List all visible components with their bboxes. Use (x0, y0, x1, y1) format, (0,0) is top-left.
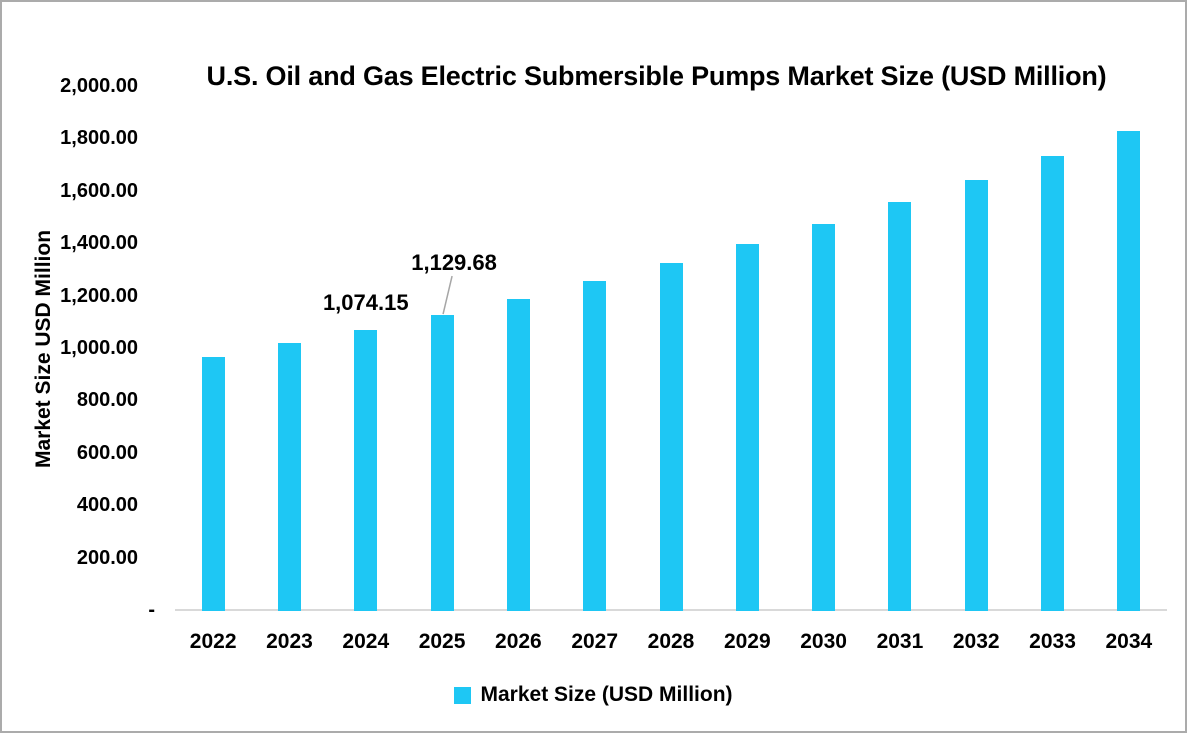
data-label-2024: 1,074.15 (322, 289, 409, 315)
x-tick-label-2030: 2030 (800, 630, 847, 653)
bar-2032 (964, 179, 988, 611)
x-tick-label-2029: 2029 (723, 630, 771, 653)
bar-2028 (659, 263, 683, 611)
legend-swatch-icon (454, 686, 472, 704)
bar-2030 (812, 223, 836, 611)
chart-title: U.S. Oil and Gas Electric Submersible Pu… (206, 61, 1107, 91)
data-label-2025: 1,129.68 (411, 250, 497, 276)
x-tick-label-2033: 2033 (1029, 630, 1076, 653)
y-tick-label: 1,800.00 (60, 127, 138, 150)
y-tick-label: - (148, 599, 155, 621)
bar-2029 (735, 244, 759, 611)
y-tick-label: 600.00 (76, 441, 138, 464)
bar-2033 (1041, 156, 1065, 611)
x-tick-label-2034: 2034 (1105, 630, 1153, 653)
y-tick-label: 2,000.00 (60, 75, 138, 97)
x-tick-label-2026: 2026 (495, 630, 542, 653)
x-tick-label-2024: 2024 (342, 630, 390, 653)
x-tick-label-2028: 2028 (647, 630, 695, 653)
y-tick-label: 200.00 (76, 546, 138, 569)
y-tick-label: 1,000.00 (60, 337, 138, 359)
bar-2027 (583, 281, 607, 611)
bar-2024 (354, 329, 378, 611)
legend-label: Market Size (USD Million) (480, 683, 733, 706)
y-tick-label: 1,600.00 (60, 179, 138, 202)
y-tick-label: 800.00 (76, 389, 138, 412)
bar-2031 (888, 202, 912, 611)
legend: Market Size (USD Million) (2, 683, 1185, 707)
bar-2026 (506, 298, 530, 611)
y-tick-label: 1,400.00 (60, 232, 138, 255)
x-tick-label-2022: 2022 (189, 630, 237, 653)
bar-2023 (277, 343, 301, 611)
x-tick-label-2027: 2027 (571, 630, 619, 653)
bar-2022 (201, 356, 225, 611)
y-tick-label: 1,200.00 (60, 284, 138, 307)
x-tick-label-2031: 2031 (876, 630, 924, 653)
y-tick-label: 400.00 (76, 494, 138, 517)
x-tick-label-2032: 2032 (952, 630, 1000, 653)
bar-2025 (430, 315, 454, 611)
x-tick-label-2025: 2025 (418, 630, 466, 653)
bar-2034 (1117, 130, 1141, 611)
x-tick-label-2023: 2023 (266, 630, 313, 653)
